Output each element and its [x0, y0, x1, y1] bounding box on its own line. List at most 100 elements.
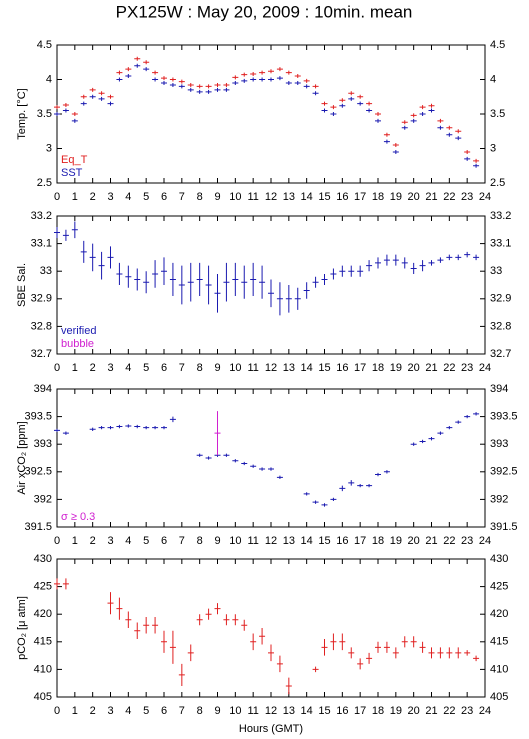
x-tick-label: 12: [265, 535, 277, 547]
point: [401, 125, 408, 130]
x-tick-label: 2: [90, 362, 96, 374]
point: [375, 112, 381, 116]
point: [241, 78, 248, 83]
legend-label: σ ≥ 0.3: [61, 511, 95, 523]
point: [383, 470, 390, 474]
point: [223, 87, 230, 92]
point: [116, 77, 123, 82]
y-axis-label: Temp. [°C]: [16, 88, 28, 139]
point: [437, 257, 444, 263]
point: [214, 603, 221, 615]
y-tick-label: 415: [34, 636, 52, 648]
point: [241, 461, 248, 466]
point: [339, 485, 346, 492]
point: [321, 273, 328, 285]
x-tick-label: 12: [265, 705, 277, 717]
point: [187, 87, 194, 92]
y-tick-label: 394: [34, 383, 52, 395]
point: [428, 437, 435, 441]
x-tick-label: 16: [336, 705, 348, 717]
point: [62, 578, 69, 590]
y-tick-label: 391.5: [24, 521, 52, 533]
point: [410, 262, 417, 274]
point: [428, 647, 435, 659]
y-tick-label: 33.2: [490, 210, 511, 222]
point: [152, 260, 159, 288]
legend-label: SST: [61, 167, 83, 179]
point: [357, 265, 364, 277]
point: [312, 91, 319, 96]
point: [98, 251, 105, 280]
point: [464, 650, 471, 656]
point: [455, 136, 462, 141]
y-tick-label: 393.5: [490, 411, 518, 423]
point: [473, 254, 480, 261]
point: [169, 83, 176, 88]
point: [276, 475, 283, 479]
point: [80, 240, 87, 263]
x-tick-label: 3: [107, 191, 113, 203]
point: [455, 254, 462, 261]
x-tick-label: 19: [390, 535, 402, 547]
point: [134, 56, 141, 61]
point: [330, 112, 337, 116]
x-tick-label: 2: [90, 705, 96, 717]
point: [428, 260, 435, 266]
x-tick-label: 3: [107, 705, 113, 717]
point: [285, 677, 292, 695]
point: [339, 98, 346, 103]
x-tick-label: 20: [408, 535, 420, 547]
y-tick-label: 2.5: [37, 177, 52, 189]
x-tick-label: 10: [229, 705, 241, 717]
plot-frame: [56, 558, 486, 698]
point: [357, 94, 364, 99]
point: [71, 112, 78, 116]
point: [223, 614, 230, 626]
y-tick-label: 425: [490, 581, 508, 593]
point: [339, 633, 346, 651]
point: [169, 77, 176, 82]
x-tick-label: 6: [161, 362, 167, 374]
point: [348, 91, 355, 96]
x-tick-label: 19: [390, 362, 402, 374]
y-tick-label: 32.9: [490, 293, 511, 305]
point: [223, 262, 230, 302]
x-tick-label: 12: [265, 362, 277, 374]
point: [357, 658, 364, 670]
point: [339, 103, 346, 108]
point: [437, 431, 444, 435]
point: [473, 412, 480, 416]
point: [107, 425, 114, 430]
point: [455, 129, 462, 134]
point: [259, 77, 266, 82]
point: [446, 132, 453, 137]
point: [241, 72, 248, 77]
x-tick-label: 7: [179, 535, 185, 547]
y-tick-label: 425: [34, 581, 52, 593]
x-tick-label: 2: [90, 535, 96, 547]
point: [464, 251, 471, 258]
point: [223, 453, 230, 457]
point: [169, 416, 176, 423]
x-tick-label: 18: [372, 705, 384, 717]
point: [178, 84, 185, 89]
point: [134, 63, 141, 68]
point: [357, 101, 364, 106]
point: [250, 77, 257, 82]
x-tick-label: 12: [265, 191, 277, 203]
y-tick-label: 2.5: [490, 177, 505, 189]
point: [446, 254, 453, 261]
x-tick-label: 16: [336, 191, 348, 203]
point: [214, 411, 221, 456]
x-tick-label: 11: [247, 191, 258, 203]
x-tick-label: 17: [354, 191, 366, 203]
point: [464, 414, 471, 419]
point: [205, 89, 212, 94]
x-tick-label: 18: [372, 535, 384, 547]
y-tick-label: 420: [34, 608, 52, 620]
point: [294, 80, 301, 85]
y-tick-label: 4: [490, 73, 496, 85]
point: [276, 67, 283, 72]
y-axis-label: Air xCO₂ [ppm]: [16, 421, 28, 494]
x-tick-label: 22: [443, 362, 455, 374]
